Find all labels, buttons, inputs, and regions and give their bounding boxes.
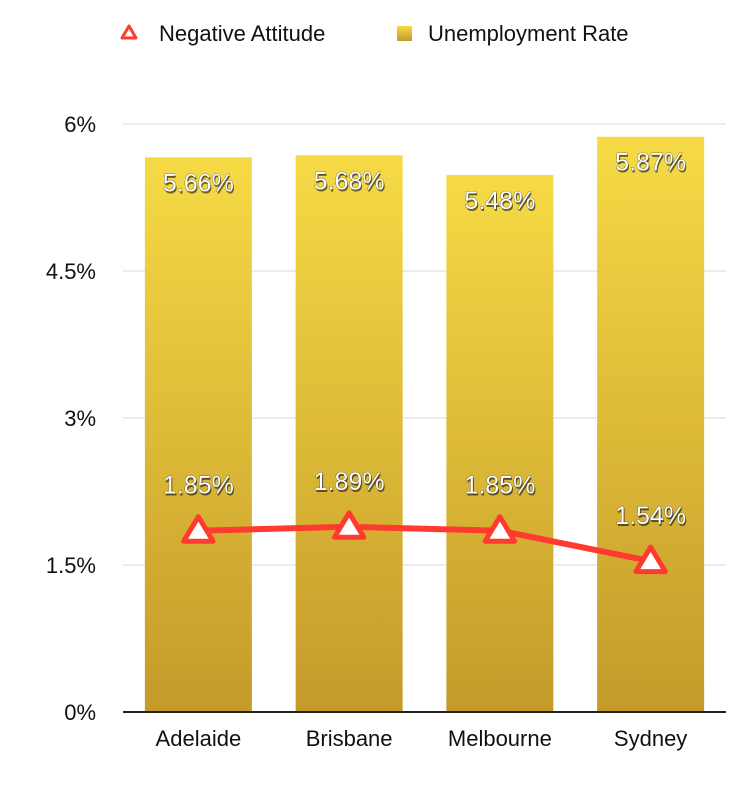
negative-attitude-line [198,523,652,565]
line-data-label-shadow: 1.54% [616,504,687,532]
x-axis: Adelaide Brisbane Melbourne Sydney [156,726,688,751]
bar-data-label-shadow: 5.48% [465,189,536,217]
bar-data-label: 5.48% [464,187,535,215]
legend-label-unemployment-rate: Unemployment Rate [428,21,629,46]
bar-data-label: 5.87% [615,149,686,177]
bar [295,155,403,713]
legend-label-negative-attitude: Negative Attitude [159,21,325,46]
x-tick-label: Brisbane [306,726,393,751]
y-tick-label: 4.5% [46,259,96,284]
line-series: 1.85%1.85% 1.89%1.89% 1.85%1.85%1.54%1.54% [163,467,687,575]
bar [597,136,705,713]
legend-triangle-icon [120,24,138,40]
legend-square-icon [397,26,412,41]
bar-data-label-shadow: 5.66% [164,171,235,199]
bar-data-label-shadow: 5.68% [315,169,386,197]
bar-data-label: 5.66% [163,169,234,197]
bars: 5.66%5.66% 5.68%5.68%5.48%5.48%5.87%5.87% [144,136,705,713]
legend-item-negative-attitude: Negative Attitude [120,21,325,46]
y-tick-label: 0% [64,700,96,725]
bar [446,174,554,712]
line-marker [482,514,518,544]
bar-data-label: 5.68% [314,167,385,195]
x-tick-label: Adelaide [156,726,242,751]
y-axis: 0% 1.5% 3% 4.5% 6% [46,112,96,725]
line-data-label-shadow: 1.85% [465,474,536,502]
bar-data-label-shadow: 5.87% [616,151,687,179]
line-data-label: 1.54% [615,502,686,530]
line-data-label: 1.89% [314,468,385,496]
y-tick-label: 6% [64,112,96,137]
x-tick-label: Sydney [614,726,687,751]
line-data-label: 1.85% [464,472,535,500]
y-tick-label: 1.5% [46,553,96,578]
y-tick-label: 3% [64,406,96,431]
line-marker [331,510,367,540]
legend-item-unemployment-rate: Unemployment Rate [397,21,629,46]
legend: Negative Attitude Unemployment Rate [120,21,629,46]
line-marker [633,544,668,575]
x-tick-label: Melbourne [448,726,552,751]
line-marker [181,514,216,544]
bar [144,157,252,712]
line-data-label: 1.85% [163,472,234,500]
line-data-label-shadow: 1.85% [164,474,235,502]
line-data-label-shadow: 1.89% [315,470,386,498]
